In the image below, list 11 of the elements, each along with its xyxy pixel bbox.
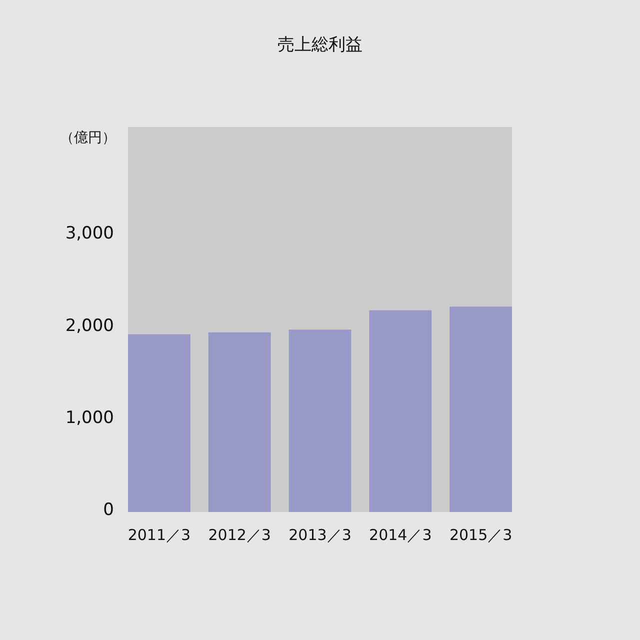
x-tick-label: 2014／3: [369, 526, 432, 544]
x-tick-label: 2015／3: [449, 526, 512, 544]
y-tick-label: 2,000: [65, 316, 114, 336]
x-tick-label: 2012／3: [208, 526, 271, 544]
title: 売上総利益: [278, 35, 362, 55]
y-tick-label: 3,000: [65, 224, 114, 244]
x-tick-label: 2011／3: [128, 526, 191, 544]
y-tick-label: 0: [103, 500, 114, 520]
y-tick-label: 1,000: [65, 408, 114, 428]
x-tick-label: 2013／3: [288, 526, 352, 544]
ylabel: （億円）: [60, 130, 116, 146]
